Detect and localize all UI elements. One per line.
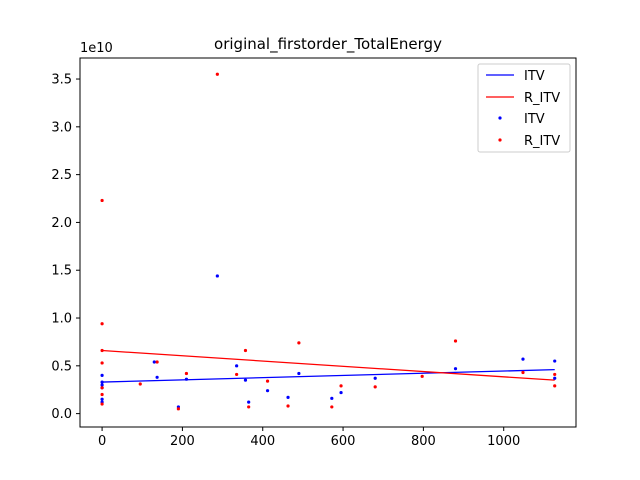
ritv-point-20 — [373, 385, 377, 389]
y-tick-label: 0.5 — [51, 359, 72, 374]
itv-point-7 — [155, 375, 159, 379]
itv-trend-line — [102, 368, 555, 383]
itv-point-17 — [330, 396, 334, 400]
ritv-point-13 — [243, 348, 248, 353]
x-tick-label: 800 — [411, 434, 436, 449]
y-tick-label: 1.0 — [51, 312, 72, 327]
x-tick-label: 200 — [170, 434, 195, 449]
itv-point-2 — [100, 383, 104, 387]
x-tick-label: 400 — [250, 434, 275, 449]
ritv-point-0 — [100, 198, 104, 203]
itv-point-4 — [100, 397, 104, 401]
y-tick-label: 3.5 — [51, 73, 72, 88]
ritv-point-14 — [247, 405, 251, 409]
ritv-point-19 — [339, 384, 343, 388]
ritv-point-5 — [100, 392, 104, 397]
ritv-point-10 — [184, 371, 189, 376]
ritv-point-12 — [235, 372, 239, 377]
y-tick-label: 2.0 — [51, 216, 72, 231]
ritv-point-17 — [297, 341, 301, 345]
itv-point-16 — [297, 371, 301, 376]
ritv-point-11 — [215, 72, 219, 76]
y-tick-label: 2.5 — [51, 168, 72, 183]
itv-point-12 — [243, 378, 248, 382]
ritv-point-4 — [100, 386, 104, 390]
itv-point-23 — [553, 376, 557, 380]
legend-frame — [477, 63, 571, 153]
ritv-point-9 — [176, 407, 180, 411]
ritv-point-23 — [521, 370, 525, 375]
ritv-point-18 — [330, 405, 334, 409]
ritv-point-2 — [100, 348, 104, 353]
itv-point-14 — [265, 389, 270, 393]
ritv-point-24 — [553, 372, 557, 377]
itv-point-20 — [453, 367, 458, 371]
itv-point-0 — [100, 373, 104, 377]
itv-point-15 — [286, 395, 290, 399]
ritv-point-7 — [138, 382, 142, 386]
ritv-point-1 — [100, 322, 104, 326]
legend-swatch-ritv-marker — [498, 138, 502, 142]
ritv-point-3 — [100, 361, 104, 365]
y-tick-label: 3.0 — [51, 120, 72, 135]
ritv-point-25 — [553, 384, 557, 388]
legend-label-itv-marker: ITV — [524, 112, 545, 127]
itv-point-10 — [215, 274, 219, 278]
itv-point-1 — [100, 380, 104, 384]
y-tick-label: 0.0 — [51, 407, 72, 422]
y-axis: 0.0 0.5 1.0 1.5 2.0 2.5 3.0 3.5 — [51, 73, 80, 422]
y-tick-label: 1.5 — [51, 264, 72, 279]
axes-frame — [79, 57, 577, 428]
chart-title: original_firstorder_TotalEnergy — [214, 35, 442, 54]
itv-point-18 — [339, 390, 343, 395]
legend-label-ritv-marker: R_ITV — [524, 134, 560, 149]
ritv-point-15 — [265, 379, 270, 383]
ritv-point-8 — [155, 360, 159, 364]
ritv-point-16 — [286, 404, 290, 408]
ritv-trend-line — [102, 349, 555, 381]
itv-point-11 — [235, 364, 239, 368]
x-tick-label: 0 — [98, 434, 106, 449]
y-offset-label: 1e10 — [80, 41, 113, 56]
itv-point-6 — [152, 360, 156, 364]
legend: ITV R_ITV ITV R_ITV — [477, 63, 571, 153]
itv-point-13 — [247, 400, 251, 404]
x-axis: 0 200 400 600 800 1000 — [98, 427, 520, 449]
legend-label-ritv-line: R_ITV — [524, 91, 560, 106]
itv-point-21 — [521, 357, 525, 361]
itv-point-9 — [184, 377, 189, 381]
legend-swatch-itv-marker — [498, 116, 502, 120]
x-tick-label: 1000 — [487, 434, 520, 449]
plot-layer — [100, 72, 557, 411]
ritv-point-6 — [100, 402, 104, 406]
ritv-point-21 — [420, 374, 424, 378]
itv-point-22 — [553, 359, 557, 363]
itv-point-19 — [373, 376, 377, 380]
x-tick-label: 600 — [331, 434, 356, 449]
legend-label-itv-line: ITV — [524, 69, 545, 84]
ritv-point-22 — [453, 339, 458, 343]
